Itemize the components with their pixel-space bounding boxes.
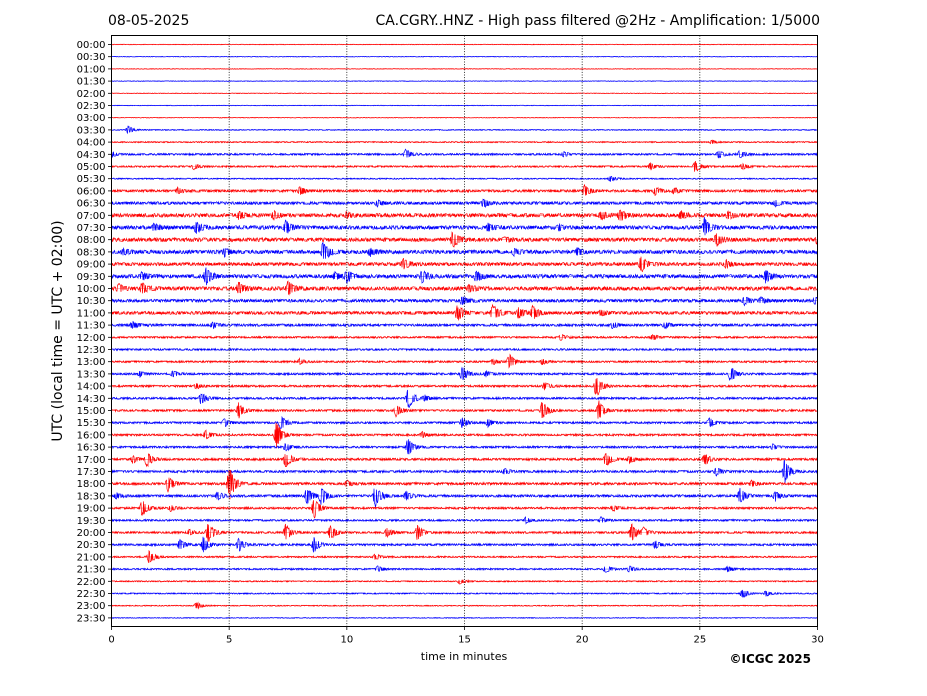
trace-1230 xyxy=(111,347,818,352)
y-tick-label: 09:30 xyxy=(77,272,106,283)
y-tick-label: 22:00 xyxy=(77,577,106,588)
y-tick-label: 21:30 xyxy=(77,565,106,576)
x-tick-label: 30 xyxy=(811,635,824,646)
trace-1000 xyxy=(111,280,818,296)
y-tick-label: 23:30 xyxy=(77,613,106,624)
trace-0100 xyxy=(111,68,818,70)
y-tick-label: 17:30 xyxy=(77,467,106,478)
y-tick-label: 07:30 xyxy=(77,223,106,234)
y-tick-label: 11:30 xyxy=(77,321,106,332)
y-tick-label: 15:00 xyxy=(77,406,106,417)
x-tick-label: 15 xyxy=(458,635,471,646)
chart-title: CA.CGRY..HNZ - High pass filtered @2Hz -… xyxy=(376,13,820,29)
y-tick-label: 05:30 xyxy=(77,174,106,185)
y-tick-label: 13:30 xyxy=(77,369,106,380)
y-tick-label: 14:30 xyxy=(77,394,106,405)
trace-0600 xyxy=(111,184,818,197)
y-tick-label: 03:00 xyxy=(77,113,106,124)
y-tick-label: 05:00 xyxy=(77,162,106,173)
copyright-credit: ©ICGC 2025 xyxy=(729,652,811,666)
x-tick-label: 20 xyxy=(576,635,589,646)
trace-0800 xyxy=(111,231,818,248)
y-tick-label: 14:00 xyxy=(77,382,106,393)
y-tick-label: 04:30 xyxy=(77,150,106,161)
trace-0900 xyxy=(111,256,818,273)
y-tick-label: 19:30 xyxy=(77,516,106,527)
x-axis: 0 5 10 15 20 25 30 xyxy=(108,626,824,646)
x-tick-label: 5 xyxy=(226,635,232,646)
y-axis-label: UTC (local time = UTC + 02:00) xyxy=(50,220,66,441)
y-tick-label: 00:30 xyxy=(77,52,106,63)
y-tick-label: 06:30 xyxy=(77,199,106,210)
trace-1100 xyxy=(111,303,818,322)
trace-0630 xyxy=(111,198,818,209)
y-tick-label: 10:00 xyxy=(77,284,106,295)
y-tick-label: 13:00 xyxy=(77,357,106,368)
y-tick-label: 08:00 xyxy=(77,235,106,246)
y-tick-label: 12:00 xyxy=(77,333,106,344)
y-tick-label: 02:30 xyxy=(77,101,106,112)
y-tick-label: 16:30 xyxy=(77,443,106,454)
y-tick-label: 18:30 xyxy=(77,491,106,502)
x-axis-label: time in minutes xyxy=(421,650,508,663)
y-tick-label: 22:30 xyxy=(77,589,106,600)
y-tick-label: 09:00 xyxy=(77,260,106,271)
y-tick-label: 23:00 xyxy=(77,601,106,612)
trace-1830 xyxy=(111,487,818,508)
y-tick-label: 18:00 xyxy=(77,479,106,490)
y-tick-label: 03:30 xyxy=(77,125,106,136)
date-label: 08-05-2025 xyxy=(108,13,189,29)
vertical-gridlines xyxy=(228,35,701,627)
x-tick-label: 10 xyxy=(340,635,353,646)
y-tick-label: 08:30 xyxy=(77,247,106,258)
y-tick-label: 02:00 xyxy=(77,89,106,100)
y-tick-label: 12:30 xyxy=(77,345,106,356)
y-tick-label: 20:00 xyxy=(77,528,106,539)
trace-0300 xyxy=(111,116,818,119)
trace-0230 xyxy=(111,104,818,107)
y-tick-label: 21:00 xyxy=(77,552,106,563)
trace-2030 xyxy=(111,536,818,553)
trace-0130 xyxy=(111,80,818,82)
x-tick-label: 0 xyxy=(108,635,114,646)
y-tick-label: 01:30 xyxy=(77,77,106,88)
trace-2230 xyxy=(111,589,818,598)
y-tick-label: 06:00 xyxy=(77,186,106,197)
y-tick-label: 01:00 xyxy=(77,64,106,75)
y-tick-label: 04:00 xyxy=(77,138,106,149)
y-tick-label: 15:30 xyxy=(77,418,106,429)
trace-0830 xyxy=(111,242,818,259)
trace-1330 xyxy=(111,366,818,382)
y-tick-label: 20:30 xyxy=(77,540,106,551)
y-tick-label: 16:00 xyxy=(77,430,106,441)
x-tick-label: 25 xyxy=(693,635,706,646)
y-tick-label: 11:00 xyxy=(77,308,106,319)
y-tick-label: 10:30 xyxy=(77,296,106,307)
y-tick-label: 00:00 xyxy=(77,40,106,51)
y-tick-label: 19:00 xyxy=(77,504,106,515)
y-tick-label: 17:00 xyxy=(77,455,106,466)
y-tick-label: 07:00 xyxy=(77,211,106,222)
